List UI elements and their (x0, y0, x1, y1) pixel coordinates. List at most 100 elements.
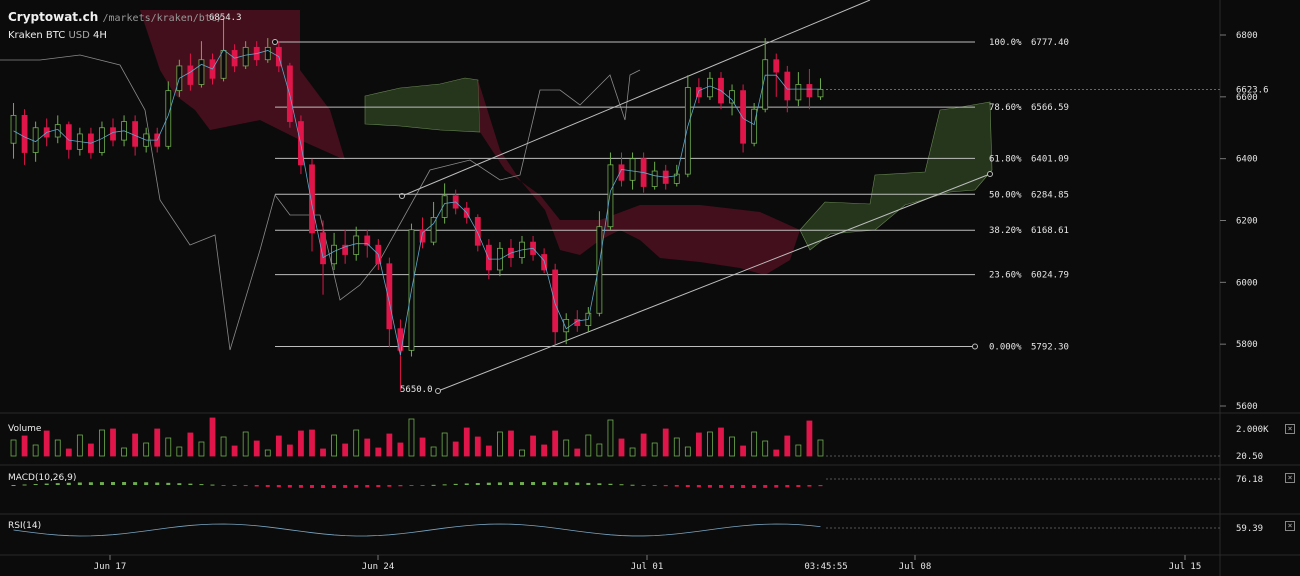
macd-histogram-bar (608, 483, 613, 485)
interval-label[interactable]: 4H (93, 30, 107, 41)
macd-histogram-bar (77, 482, 82, 485)
volume-bar (286, 444, 293, 457)
candle (21, 114, 28, 153)
trend-channel-lower (437, 173, 991, 392)
macd-histogram-bar (210, 484, 215, 486)
macd-close-icon[interactable]: × (1285, 473, 1295, 483)
macd-histogram-bar (88, 482, 93, 485)
macd-histogram-bar (520, 482, 525, 485)
volume-bar (618, 438, 625, 457)
current-time-label: 03:45:55 (804, 562, 847, 572)
macd-histogram-bar (774, 485, 779, 488)
volume-bar (10, 439, 17, 457)
volume-bar (497, 431, 503, 457)
macd-histogram-bar (652, 485, 657, 486)
ichimoku-cloud-bear (478, 80, 800, 275)
candle (54, 124, 61, 138)
macd-histogram-bar (497, 482, 502, 485)
fib-level-pct: 78.60% (989, 103, 1022, 113)
volume-bar (784, 435, 791, 457)
macd-histogram-bar (674, 485, 679, 487)
macd-histogram-bar (122, 482, 127, 485)
rsi-value-label: 59.39 (1236, 524, 1263, 534)
volume-bar (541, 444, 548, 457)
rsi-close-icon[interactable]: × (1285, 521, 1295, 531)
volume-bar (718, 427, 724, 457)
macd-histogram-bar (619, 484, 624, 486)
candle (99, 127, 105, 153)
candle (110, 127, 116, 141)
candle (762, 59, 769, 110)
macd-histogram-bar (254, 485, 259, 487)
site-title: Cryptowat.ch /markets/kraken/btc/ (8, 10, 223, 24)
volume-bar (452, 441, 459, 457)
market-path[interactable]: /markets/kraken/btc/ (102, 13, 223, 24)
market-subtitle: Kraken BTC USD 4H (8, 30, 107, 41)
candle (629, 158, 636, 181)
volume-bar (684, 446, 691, 457)
candle (364, 235, 371, 246)
candle (552, 269, 559, 333)
candle (618, 164, 625, 181)
macd-histogram-bar (177, 483, 182, 485)
volume-bar (32, 444, 39, 457)
volume-bar (176, 446, 183, 457)
candle (286, 65, 293, 122)
fib-level-pct: 23.60% (989, 271, 1022, 281)
macd-histogram-bar (807, 485, 812, 487)
macd-value-label: 76.18 (1236, 475, 1263, 485)
candle (784, 71, 791, 101)
candle (563, 319, 570, 333)
volume-bar (298, 430, 304, 457)
volume-bar (441, 432, 448, 457)
fib-level-price: 6777.40 (1031, 38, 1069, 48)
volume-bar (773, 449, 780, 457)
candle (187, 65, 194, 85)
macd-histogram-bar (785, 485, 790, 488)
ichimoku-cloud-bull (799, 101, 993, 251)
candle (309, 164, 315, 234)
candle (474, 217, 481, 246)
volume-close-icon[interactable]: × (1285, 424, 1295, 434)
macd-histogram-bar (287, 485, 292, 488)
candle (806, 84, 813, 98)
macd-histogram-bar (442, 484, 447, 486)
volume-bar (198, 441, 205, 457)
volume-bar (662, 428, 669, 457)
trend-channel-upper (401, 0, 871, 197)
candle (773, 59, 780, 73)
candle (707, 77, 713, 98)
macd-histogram-bar (11, 485, 16, 486)
volume-max-label: 2.000K (1236, 425, 1269, 435)
macd-histogram-bar (166, 482, 171, 485)
candle (132, 121, 139, 147)
fib-level-pct: 61.80% (989, 154, 1022, 164)
macd-histogram-bar (796, 485, 801, 488)
macd-histogram-bar (663, 485, 668, 487)
macd-histogram-bar (818, 485, 823, 487)
volume-bar (463, 427, 470, 457)
candle (65, 124, 72, 150)
macd-histogram-bar (265, 485, 270, 487)
candle (32, 127, 39, 153)
volume-bar (707, 431, 713, 457)
macd-histogram-bar (321, 485, 326, 488)
macd-histogram-bar (453, 483, 458, 485)
macd-histogram-bar (696, 485, 701, 488)
macd-histogram-bar (276, 485, 281, 488)
x-tick-label: Jul 08 (899, 562, 932, 572)
y-tick-label: 5800 (1236, 340, 1258, 350)
fib-level-pct: 38.20% (989, 226, 1022, 236)
macd-panel-label: MACD(10,26,9) (8, 473, 77, 483)
candle (165, 90, 172, 147)
x-tick-label: Jul 01 (631, 562, 664, 572)
candle (386, 263, 393, 330)
volume-bar (187, 432, 194, 457)
volume-bar (43, 430, 50, 457)
macd-histogram-bar (575, 482, 580, 485)
y-tick-label: 6400 (1236, 155, 1258, 165)
macd-histogram-bar (398, 485, 403, 487)
candle (353, 235, 360, 255)
volume-bar (76, 434, 83, 457)
